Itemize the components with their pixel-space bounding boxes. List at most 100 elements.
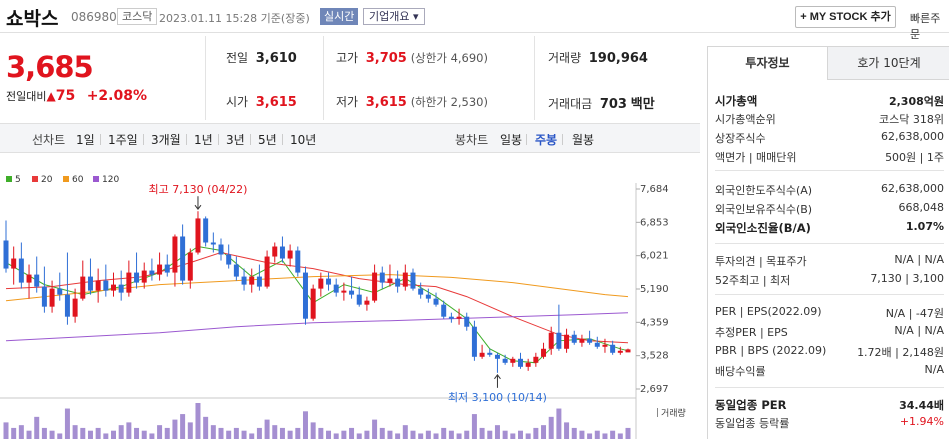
tab-3month[interactable]: 3개월 [151,133,181,147]
volume-bar [418,433,424,439]
volume-bar [533,427,539,439]
volume-bar [11,427,17,439]
company-info-dropdown[interactable]: 기업개요 ▾ [363,8,425,25]
tab-10year[interactable]: 10년 [290,133,317,147]
volume-bar [149,433,155,439]
candle-body [448,316,454,319]
volume-bar [134,427,140,439]
info-label: 액면가 | 매매단위 [715,151,797,164]
candle-body [418,288,424,295]
tab-1week[interactable]: 1주일 [108,133,138,147]
candle-body [226,254,232,265]
up-triangle-icon: ▲ [46,89,56,103]
candle-body [433,298,439,305]
candle-body [587,338,593,343]
candle-body [249,276,255,285]
legend-ma5: 5 [6,175,21,185]
volume-bar [103,433,109,439]
volume-bar [494,425,500,439]
candle-body [103,280,109,291]
candle-body [471,326,477,357]
add-mystock-button[interactable]: + MY STOCK 추가 [795,6,896,28]
legend-ma120: 120 [93,175,119,185]
volume-bar [356,433,362,439]
candle-body [594,342,600,347]
volume-bar [226,430,232,439]
tab-orderbook-10[interactable]: 호가 10단계 [828,47,949,80]
volume-bar [233,427,239,439]
info-value: N/A [924,363,944,376]
tab-monthly-candle[interactable]: 월봉 [572,133,595,147]
volume-bar [556,408,562,439]
tab-5year[interactable]: 5년 [258,133,277,147]
weekly-candlestick-chart: 7,684 6,853 6,021 5,190 4,359 3,528 2,697 최고 7,… [0,183,669,439]
realtime-badge[interactable]: 실시간 [320,8,359,25]
volume-bar [564,422,570,439]
tab-1year[interactable]: 1년 [194,133,213,147]
legend-ma20: 20 [32,175,52,185]
tab-investment-info[interactable]: 투자정보 [708,47,828,80]
candle-body [233,264,239,277]
candle-body [310,288,316,319]
candle-body [149,270,155,275]
candle-body [187,252,193,281]
candle-body [157,264,163,275]
info-value: +1.94% [899,415,944,428]
volume-bar [487,430,493,439]
volume-bar [326,430,332,439]
volume-bar [195,403,201,439]
info-value: 62,638,000 [881,182,944,195]
candle-body [18,258,24,283]
volume-bar [264,419,270,439]
candle-body [625,349,631,353]
tab-daily-candle[interactable]: 일봉 [500,133,523,147]
volume-bar [379,427,385,439]
quote-datetime: 2023.01.11 15:28 기준(장중) [159,12,310,25]
info-value: 1.07% [905,220,944,233]
info-label: 외국인보유주식수(B) [715,203,813,216]
volume-bar [372,419,378,439]
volume-bar [387,430,393,439]
y-tick-label: 2,697 [640,384,669,395]
volume-bar [456,433,462,439]
volume-bar [617,433,623,439]
tab-1day[interactable]: 1일 [76,133,95,147]
candle-body [195,218,201,253]
volume-bar [594,430,600,439]
tab-3year[interactable]: 3년 [226,133,245,147]
info-label: 투자의견 | 목표주가 [715,255,807,268]
candle-body [141,270,147,283]
volume-bar [349,427,355,439]
stock-code: 086980 [71,10,117,24]
candle-body [341,290,347,293]
info-value: 7,130 | 3,100 [870,272,944,285]
volume-bar [402,425,408,439]
investment-info-panel: 투자정보 호가 10단계 시가총액 2,308억원 시가총액순위 코스닥 318위 상장… [707,46,949,439]
info-label: 동일업종 등락률 [715,417,790,430]
candle-body [11,258,17,269]
volume-bar [203,416,209,439]
candle-body [203,218,209,243]
volume-bar [341,430,347,439]
volume-bar [410,430,416,439]
candle-body [256,276,262,287]
candle-body [172,236,178,273]
quick-order-link[interactable]: 빠른주문 [910,12,941,41]
candle-body [571,334,577,343]
volume-bar [471,414,477,439]
ma5-line [5,245,629,364]
info-label: PER | EPS(2022.09) [715,305,822,318]
y-tick-label: 5,190 [640,284,669,295]
row-divider [715,243,944,244]
volume-bar [3,422,9,439]
divider [205,36,206,120]
change-value: 75 [55,88,76,104]
stock-name: 쇼박스 [6,8,59,30]
volume-bar [26,430,32,439]
info-label: 52주최고 | 최저 [715,274,791,287]
volume-bar [318,427,324,439]
y-tick-label: 4,359 [640,317,669,328]
info-value: N/A | N/A [894,253,944,266]
tab-weekly-candle[interactable]: 주봉 [535,133,558,147]
candle-body [295,250,301,273]
